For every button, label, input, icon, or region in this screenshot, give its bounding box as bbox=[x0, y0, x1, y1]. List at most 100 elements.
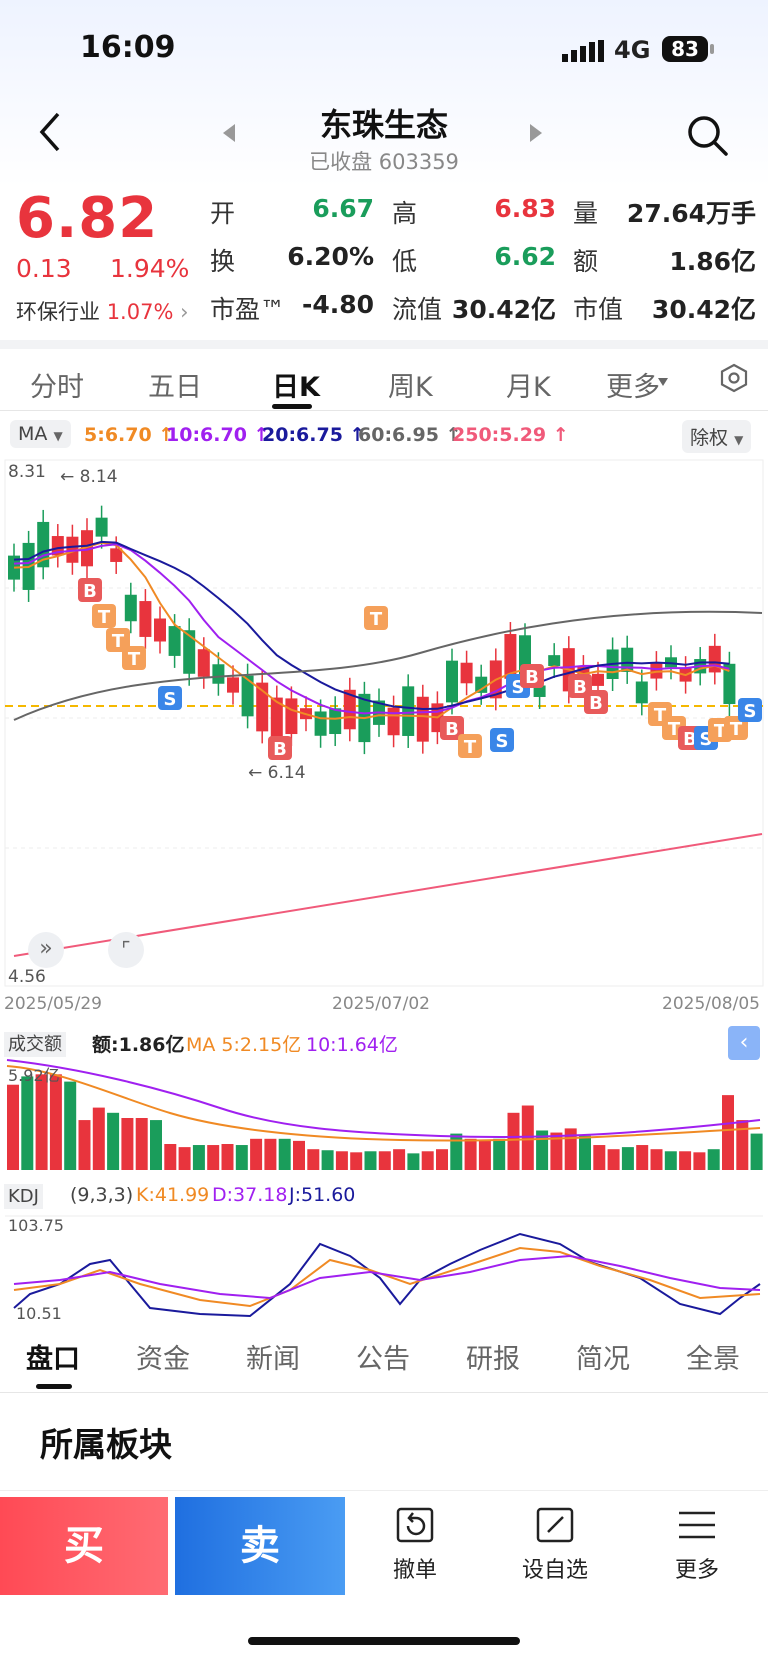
volume-selector[interactable]: 成交额 bbox=[4, 1030, 66, 1057]
tab-0[interactable]: 分时 bbox=[30, 372, 84, 403]
y-min-label: 4.56 bbox=[8, 967, 46, 987]
volume-top-label: 5.92亿 bbox=[8, 1066, 60, 1085]
quote-label: 开 bbox=[210, 199, 236, 228]
volume-bar bbox=[192, 1145, 205, 1170]
network-type: 4G bbox=[614, 36, 651, 64]
candle-body bbox=[51, 536, 64, 556]
candle-body bbox=[139, 601, 152, 637]
fullscreen-icon[interactable]: ⌜ bbox=[108, 932, 144, 968]
volume-bar bbox=[493, 1138, 506, 1170]
volume-bar bbox=[750, 1133, 763, 1170]
volume-value: 额:1.86亿 bbox=[92, 1034, 185, 1056]
kdj-d: D:37.18 bbox=[212, 1184, 288, 1206]
date-mid: 2025/07/02 bbox=[332, 994, 430, 1014]
more-actions-button[interactable]: 更多 bbox=[642, 1506, 752, 1584]
volume-bar bbox=[335, 1151, 348, 1170]
volume-bar bbox=[264, 1138, 277, 1170]
volume-bar bbox=[321, 1150, 334, 1170]
signal-marker-label: S bbox=[496, 731, 509, 752]
search-icon[interactable] bbox=[686, 114, 730, 158]
edit-icon bbox=[536, 1507, 574, 1543]
industry-pct: 1.07% bbox=[106, 300, 174, 324]
volume-bar bbox=[693, 1152, 706, 1170]
volume-bar bbox=[293, 1140, 305, 1170]
candle-body bbox=[95, 517, 108, 537]
ma60-line bbox=[13, 610, 763, 721]
info-tab-3[interactable]: 公告 bbox=[356, 1344, 410, 1375]
back-icon[interactable] bbox=[38, 112, 62, 152]
low-marker-value: 6.14 bbox=[267, 763, 306, 783]
section-separator bbox=[0, 340, 768, 349]
info-tab-2[interactable]: 新闻 bbox=[246, 1344, 300, 1375]
date-end: 2025/08/05 bbox=[662, 994, 760, 1014]
expand-icon[interactable]: » bbox=[28, 932, 64, 968]
volume-bar bbox=[107, 1112, 120, 1170]
cancel-order-button[interactable]: 撤单 bbox=[360, 1506, 470, 1584]
info-tab-0[interactable]: 盘口 bbox=[26, 1344, 80, 1375]
info-tab-5[interactable]: 简况 bbox=[576, 1344, 630, 1375]
candle-body bbox=[66, 536, 79, 563]
high-marker: ← 8.14 bbox=[60, 467, 118, 487]
quote-value: 6.67 bbox=[312, 194, 374, 223]
high-marker-value: 8.14 bbox=[79, 467, 118, 487]
tab-3[interactable]: 周K bbox=[388, 372, 433, 403]
ma-value-0: 5:6.70 ↑ bbox=[84, 424, 175, 446]
status-time: 16:09 bbox=[80, 30, 176, 65]
signal-marker-label: T bbox=[112, 631, 125, 652]
sell-button[interactable]: 卖 bbox=[175, 1497, 345, 1595]
buy-button[interactable]: 买 bbox=[0, 1497, 168, 1595]
candle-body bbox=[592, 673, 604, 686]
volume-bar bbox=[464, 1138, 477, 1170]
stock-name: 东珠生态 bbox=[319, 106, 448, 144]
candle-body bbox=[8, 555, 20, 580]
signal-marker-label: B bbox=[683, 729, 697, 750]
signal-marker bbox=[584, 690, 608, 714]
header-background bbox=[0, 0, 768, 340]
quote-value: 6.83 bbox=[494, 194, 556, 223]
signal-marker bbox=[78, 578, 102, 602]
quote-label: 市值 bbox=[573, 295, 624, 324]
signal-marker-label: B bbox=[573, 677, 587, 698]
info-tab-6[interactable]: 全景 bbox=[686, 1344, 740, 1375]
signal-marker bbox=[490, 728, 514, 752]
ma5-line bbox=[13, 541, 730, 720]
signal-icon bbox=[562, 40, 604, 62]
ma20-line bbox=[13, 540, 730, 711]
tab-1[interactable]: 五日 bbox=[148, 372, 202, 403]
adjust-selector[interactable]: 除权 ▼ bbox=[682, 420, 752, 453]
add-watchlist-button[interactable]: 设自选 bbox=[500, 1506, 610, 1584]
signal-marker bbox=[440, 716, 464, 740]
signal-marker-label: T bbox=[128, 649, 141, 670]
kdj-chart[interactable] bbox=[0, 1214, 768, 1324]
home-indicator bbox=[248, 1637, 520, 1645]
tab-2[interactable]: 日K bbox=[272, 372, 320, 403]
y-max-label: 8.31 bbox=[8, 462, 46, 482]
quote-value: -4.80 bbox=[301, 290, 374, 319]
volume-bar bbox=[250, 1138, 263, 1170]
candle-body bbox=[168, 626, 181, 656]
candle-body bbox=[227, 677, 239, 693]
next-stock-icon[interactable] bbox=[530, 124, 542, 142]
ma-value-4: 250:5.29 ↑ bbox=[452, 424, 569, 446]
info-tab-1[interactable]: 资金 bbox=[136, 1344, 190, 1375]
kdj-selector[interactable]: KDJ bbox=[4, 1184, 43, 1209]
candle-body bbox=[635, 681, 648, 704]
signal-marker bbox=[738, 698, 762, 722]
ma-value-3: 60:6.95 ↑ bbox=[358, 424, 462, 446]
industry-link[interactable]: 环保行业 1.07% › bbox=[16, 296, 189, 326]
tab-4[interactable]: 月K bbox=[506, 372, 551, 403]
collapse-icon[interactable]: ‹ bbox=[728, 1026, 760, 1060]
tab-5[interactable]: 更多 bbox=[606, 372, 660, 403]
candle-body bbox=[241, 675, 254, 717]
ma-selector[interactable]: MA ▼ bbox=[10, 420, 71, 448]
settings-icon[interactable] bbox=[718, 362, 750, 394]
info-tab-4[interactable]: 研报 bbox=[466, 1344, 520, 1375]
volume-bar bbox=[78, 1120, 91, 1170]
candle-body bbox=[37, 521, 50, 568]
volume-bar bbox=[135, 1118, 148, 1170]
volume-bar bbox=[207, 1145, 220, 1170]
prev-stock-icon[interactable] bbox=[223, 124, 235, 142]
volume-chart[interactable] bbox=[0, 1058, 768, 1172]
ma-value-1: 10:6.70 ↑ bbox=[166, 424, 270, 446]
